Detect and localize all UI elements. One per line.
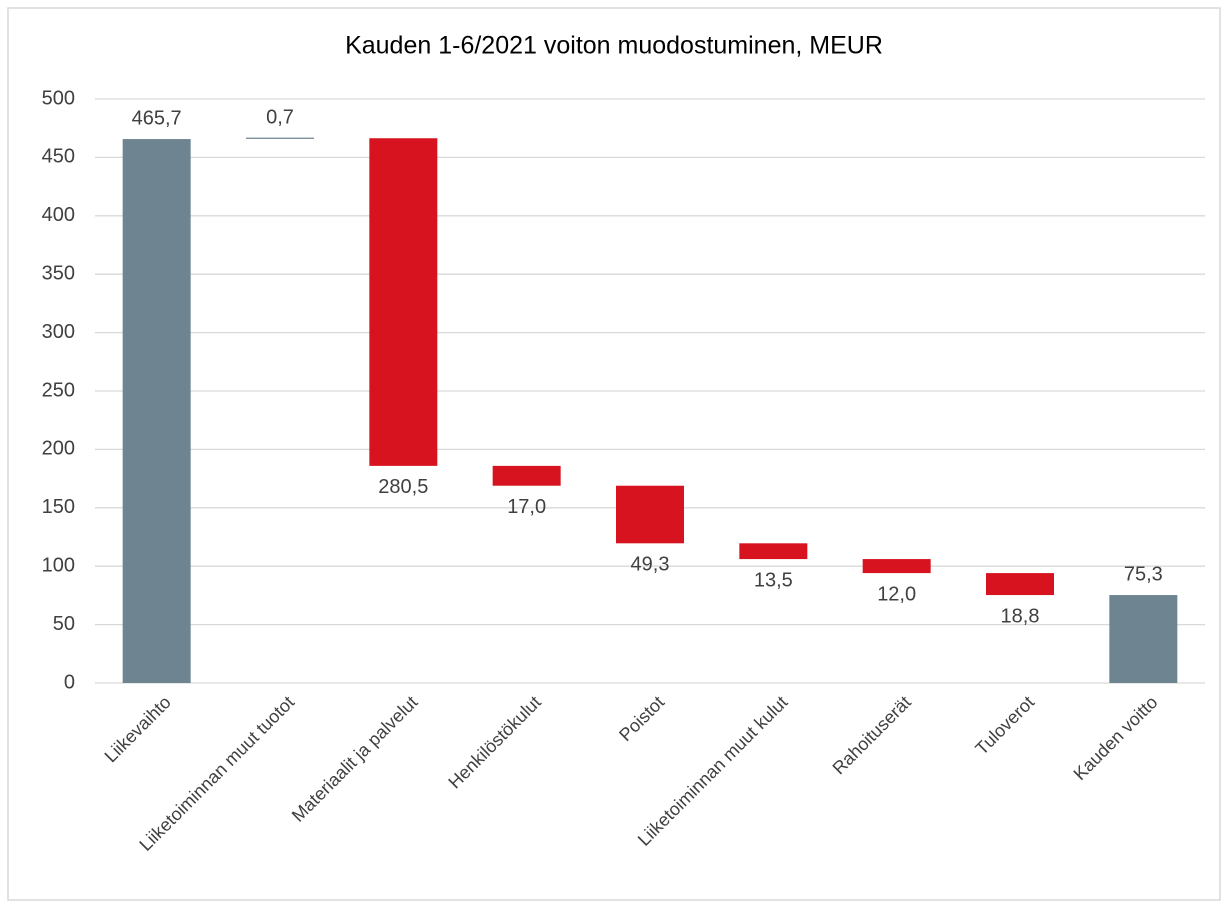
value-label: 13,5 [754,569,793,591]
value-label: 465,7 [132,107,182,129]
bar [369,138,438,466]
value-label: 12,0 [877,583,916,605]
bar [122,139,191,684]
value-label: 75,3 [1124,563,1163,585]
y-tick-label: 500 [42,87,75,109]
value-label: 280,5 [378,476,428,498]
y-tick-label: 300 [42,321,75,343]
bar [862,559,931,574]
y-tick-label: 450 [42,146,75,168]
value-label: 0,7 [266,107,294,129]
y-tick-label: 50 [53,613,75,635]
bar [492,465,561,486]
y-tick-label: 200 [42,438,75,460]
bar [986,573,1054,596]
bar [616,485,684,544]
value-label: 17,0 [507,496,546,518]
y-tick-label: 150 [42,496,75,518]
y-tick-label: 0 [64,671,75,693]
y-tick-label: 350 [42,262,75,284]
value-label: 18,8 [1001,605,1040,627]
y-tick-label: 250 [42,379,75,401]
y-tick-label: 100 [42,554,75,576]
bar [739,543,808,560]
chart-border [7,7,1221,901]
y-tick-label: 400 [42,204,75,226]
bar [1109,595,1178,683]
chart-title: Kauden 1-6/2021 voiton muodostuminen, ME… [345,32,883,60]
value-label: 49,3 [631,554,670,576]
